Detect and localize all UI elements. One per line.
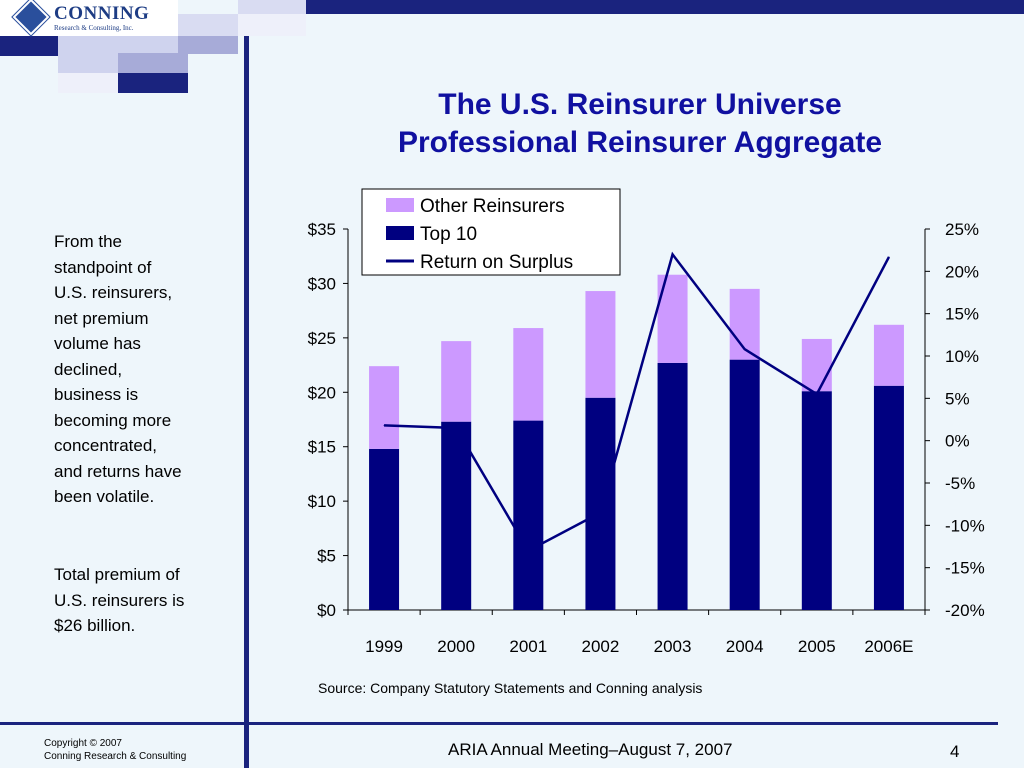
x-tick-label: 2004	[726, 637, 764, 656]
sidebar-paragraph-1-line: standpoint of	[54, 257, 152, 277]
copyright-line-2: Conning Research & Consulting	[44, 751, 187, 762]
copyright: Copyright © 2007 Conning Research & Cons…	[44, 737, 186, 763]
header-decor-block	[178, 14, 238, 36]
vertical-divider	[244, 36, 249, 768]
sidebar-paragraph-1-line: been volatile.	[54, 487, 155, 506]
right-tick-label: 25%	[945, 220, 979, 239]
footer-meeting: ARIA Annual Meeting–August 7, 2007	[448, 740, 733, 759]
line-point	[599, 512, 601, 514]
line-point	[527, 550, 529, 552]
legend-label: Other Reinsurers	[420, 196, 565, 217]
title-line-2: Professional Reinsurer Aggregate	[397, 126, 883, 159]
line-return-on-surplus	[384, 251, 891, 553]
line-point	[672, 253, 674, 255]
header-decor-block	[238, 14, 306, 36]
header-decor-block	[178, 36, 238, 54]
sidebar-paragraph-2-line: U.S. reinsurers is	[54, 590, 185, 610]
left-tick-label: $5	[317, 547, 336, 566]
x-tick-label: 2002	[582, 637, 620, 656]
header-decor-block	[58, 73, 118, 93]
legend-label: Top 10	[420, 224, 477, 245]
bar-other-reinsurers	[513, 328, 544, 421]
header-decor-block	[0, 36, 58, 56]
x-tick-label: 2003	[654, 637, 692, 656]
x-tick-label: 2006E	[864, 637, 913, 656]
sidebar-paragraph-1-line: concentrated,	[54, 436, 158, 455]
header-decor-block	[306, 0, 1024, 14]
conning-logo: CONNING Research & Consulting, Inc.	[0, 0, 178, 36]
sidebar-paragraph-2: Total premium of U.S. reinsurers is $26 bi…	[54, 562, 234, 639]
header-decor-block	[118, 53, 188, 73]
line-point	[744, 348, 746, 350]
header-decor-block	[58, 36, 178, 53]
legend-swatch	[386, 198, 414, 212]
x-tick-label: 2005	[798, 637, 836, 656]
bar-other-reinsurers	[369, 366, 400, 449]
x-tick-label: 1999	[365, 637, 403, 656]
page-number: 4	[950, 742, 960, 761]
right-tick-label: 10%	[945, 347, 979, 366]
line-point	[816, 393, 818, 395]
x-tick-label: 2001	[509, 637, 547, 656]
sidebar-paragraph-1-line: From the	[54, 232, 123, 251]
bar-top-10	[369, 448, 400, 610]
copyright-line-1: Copyright © 2007	[44, 738, 122, 749]
bar-other-reinsurers	[585, 291, 616, 398]
bar-other-reinsurers	[441, 341, 472, 422]
sidebar-paragraph-1-line: business is	[54, 385, 139, 404]
sidebar-paragraph-1-line: becoming more	[54, 410, 172, 430]
footer-divider	[0, 722, 998, 725]
line-point	[383, 424, 385, 426]
left-tick-label: $25	[308, 329, 336, 348]
sidebar-paragraph-1-line: volume has	[54, 334, 141, 353]
slide-title: The U.S. Reinsurer Universe Professional…	[340, 86, 940, 162]
sidebar-paragraph-2-line: $26 billion.	[54, 616, 136, 635]
x-tick-label: 2000	[437, 637, 475, 656]
sidebar-paragraph-1-line: U.S. reinsurers,	[54, 283, 173, 302]
legend-label: Return on Surplus	[420, 252, 573, 273]
logo-subtitle: Research & Consulting, Inc.	[54, 24, 134, 32]
right-tick-label: 20%	[945, 262, 979, 281]
bar-other-reinsurers	[801, 338, 832, 392]
line-point	[455, 427, 457, 429]
line-point	[888, 256, 890, 258]
bar-top-10	[585, 397, 616, 610]
sidebar-paragraph-1-line: and returns have	[54, 461, 182, 481]
bar-top-10	[657, 362, 688, 610]
right-tick-label: -20%	[945, 601, 985, 620]
right-tick-label: -15%	[945, 559, 985, 578]
left-tick-label: $30	[308, 274, 336, 293]
header-decor-block	[58, 53, 118, 73]
title-line-1: The U.S. Reinsurer Universe	[438, 88, 842, 121]
right-tick-label: 5%	[945, 389, 970, 408]
bar-top-10	[729, 359, 760, 610]
bar-top-10	[513, 420, 544, 610]
sidebar-paragraph-1-line: net premium	[54, 308, 149, 328]
sidebar-paragraph-1: From the standpoint of U.S. reinsurers, net…	[54, 229, 234, 510]
left-tick-label: $35	[308, 220, 336, 239]
sidebar-paragraph-1-line: declined,	[54, 359, 123, 379]
header-decor-block	[238, 0, 306, 14]
bar-top-10	[873, 385, 904, 610]
left-tick-label: $0	[317, 601, 336, 620]
left-tick-label: $15	[308, 438, 336, 457]
bar-top-10	[801, 391, 832, 610]
source-note: Source: Company Statutory Statements and…	[318, 680, 703, 696]
right-tick-label: -5%	[945, 474, 975, 493]
bar-top-10	[441, 421, 472, 610]
bar-other-reinsurers	[873, 324, 904, 386]
left-tick-label: $20	[308, 383, 336, 402]
legend-swatch	[386, 226, 414, 240]
header-decor-block	[118, 73, 188, 93]
logo-name: CONNING	[54, 3, 150, 24]
right-tick-label: -10%	[945, 516, 985, 535]
right-tick-label: 15%	[945, 305, 979, 324]
right-tick-label: 0%	[945, 432, 970, 451]
left-tick-label: $10	[308, 492, 336, 511]
sidebar-paragraph-2-line: Total premium of	[54, 565, 180, 584]
